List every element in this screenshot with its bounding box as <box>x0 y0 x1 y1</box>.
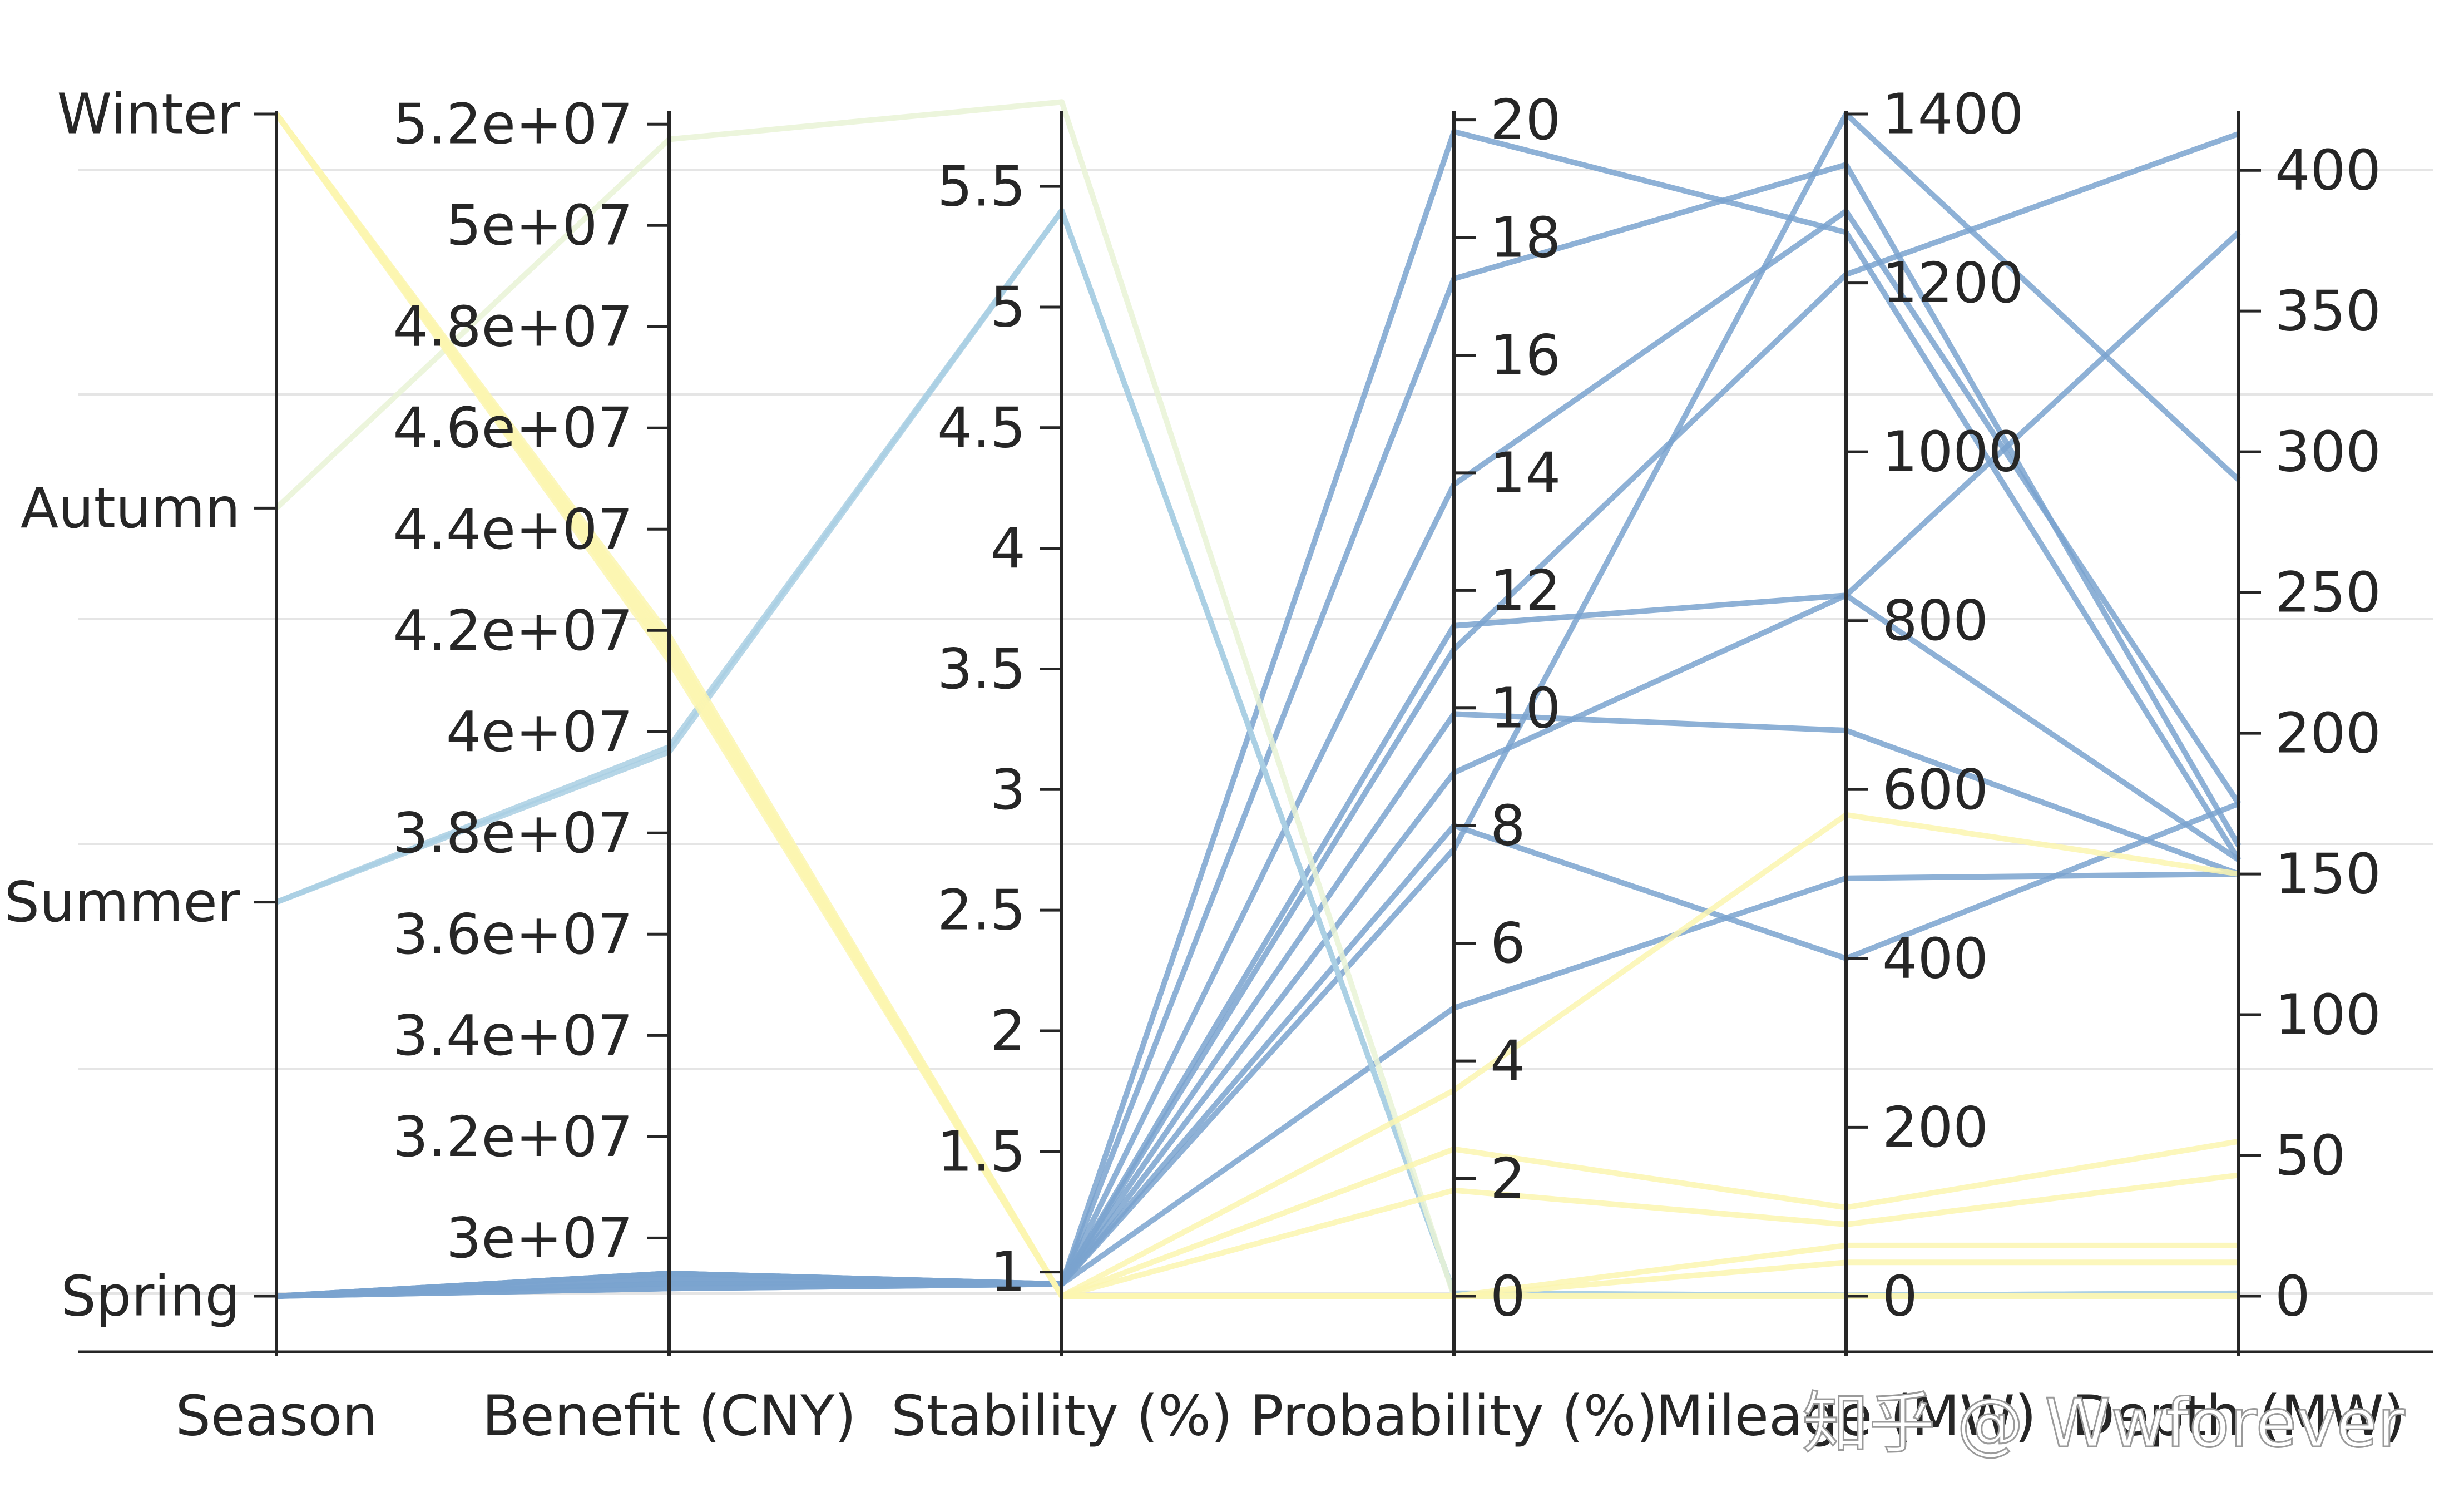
tick-label-benefit: 3.8e+07 <box>393 801 633 866</box>
axis-title-benefit: Benefit (CNY) <box>482 1384 857 1449</box>
tick-label-probability: 16 <box>1490 323 1561 388</box>
tick-label-depth: 100 <box>2275 982 2381 1048</box>
tick-label-stability: 3 <box>990 757 1026 822</box>
tick-label-stability: 3.5 <box>937 636 1026 701</box>
tick-label-benefit: 4e+07 <box>446 699 633 764</box>
tick-label-stability: 5.5 <box>937 154 1026 219</box>
tick-label-depth: 250 <box>2275 560 2381 625</box>
tick-label-benefit: 4.4e+07 <box>393 497 633 562</box>
tick-label-benefit: 5e+07 <box>446 193 633 258</box>
tick-label-mileage: 0 <box>1882 1264 1918 1329</box>
tick-label-depth: 150 <box>2275 842 2381 907</box>
tick-label-probability: 2 <box>1490 1146 1526 1211</box>
tick-label-probability: 14 <box>1490 440 1561 505</box>
tick-label-mileage: 800 <box>1882 588 1988 653</box>
series-line-spring <box>276 871 2239 1299</box>
tick-label-stability: 2.5 <box>937 878 1026 943</box>
tick-label-benefit: 4.8e+07 <box>393 294 633 359</box>
tick-label-depth: 400 <box>2275 138 2381 203</box>
tick-label-benefit: 3.6e+07 <box>393 902 633 967</box>
axis-title-season: Season <box>176 1384 378 1449</box>
tick-label-benefit: 3.2e+07 <box>393 1104 633 1169</box>
tick-label-mileage: 1200 <box>1882 250 2024 315</box>
axes: Spring Summer Autumn Winter Season 3e+07 3.2e+… <box>4 82 2433 1449</box>
tick-label-depth: 0 <box>2275 1264 2310 1329</box>
series-line-spring <box>276 230 2241 1299</box>
axis-title-mileage: Mileage (MW) <box>1656 1384 2037 1449</box>
series-line-spring <box>276 111 2241 1299</box>
tick-label-stability: 1.5 <box>937 1119 1026 1184</box>
tick-label-depth: 300 <box>2275 419 2381 485</box>
tick-label-stability: 2 <box>990 998 1026 1063</box>
tick-label-probability: 4 <box>1490 1029 1526 1094</box>
tick-label-season: Spring <box>61 1264 240 1329</box>
tick-label-probability: 6 <box>1490 911 1526 976</box>
tick-label-mileage: 1400 <box>1882 82 2024 147</box>
tick-label-benefit: 4.2e+07 <box>393 598 633 663</box>
tick-label-probability: 20 <box>1490 87 1561 152</box>
tick-label-depth: 50 <box>2275 1123 2346 1188</box>
tick-label-probability: 18 <box>1490 205 1561 270</box>
series-line-spring <box>276 801 2240 1299</box>
tick-label-season: Autumn <box>21 476 240 541</box>
axis-title-stability: Stability (%) <box>891 1384 1233 1449</box>
axis-title-depth: Depth (MW) <box>2072 1384 2406 1449</box>
tick-label-probability: 10 <box>1490 675 1561 740</box>
tick-label-benefit: 5.2e+07 <box>393 92 633 157</box>
axis-title-probability: Probability (%) <box>1250 1384 1657 1449</box>
tick-label-mileage: 200 <box>1882 1095 1988 1160</box>
tick-label-mileage: 400 <box>1882 926 1988 991</box>
tick-label-mileage: 600 <box>1882 757 1988 822</box>
data-lines <box>274 99 2242 1299</box>
tick-label-stability: 5 <box>990 274 1026 339</box>
tick-label-probability: 12 <box>1490 558 1561 623</box>
tick-label-stability: 1 <box>990 1239 1026 1305</box>
tick-label-mileage: 1000 <box>1882 419 2024 485</box>
tick-label-season: Winter <box>57 82 241 147</box>
tick-label-benefit: 3e+07 <box>446 1205 633 1271</box>
series-line-winter <box>274 112 2239 1299</box>
tick-label-season: Summer <box>4 869 241 935</box>
tick-label-stability: 4 <box>990 516 1026 581</box>
tick-label-depth: 350 <box>2275 279 2381 344</box>
tick-label-stability: 4.5 <box>937 395 1026 460</box>
tick-label-probability: 8 <box>1490 793 1526 858</box>
series-line-winter <box>274 112 2239 1299</box>
tick-label-depth: 200 <box>2275 701 2381 766</box>
tick-label-benefit: 3.4e+07 <box>393 1003 633 1068</box>
tick-label-benefit: 4.6e+07 <box>393 396 633 461</box>
tick-label-probability: 0 <box>1490 1264 1526 1329</box>
watermark: 知乎 @ Wwforever <box>1802 1385 2405 1463</box>
